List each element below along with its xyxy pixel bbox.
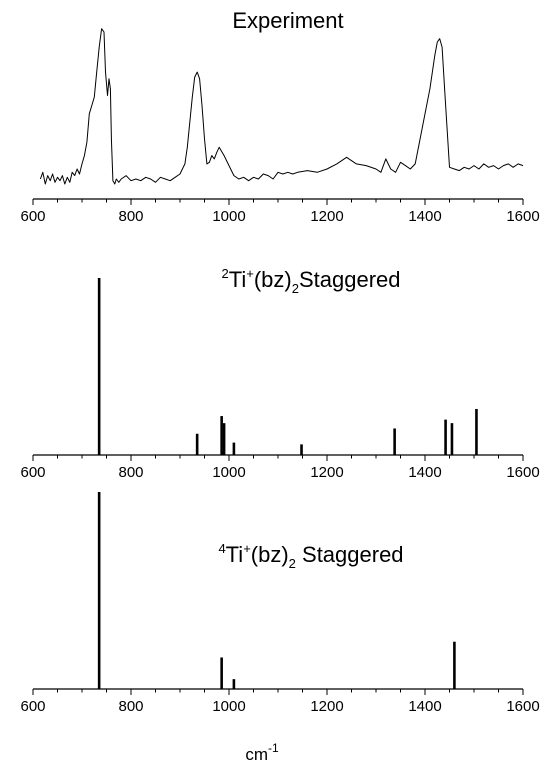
experiment-x-axis: 600 800 1000 1200 1400 1600 <box>20 198 540 225</box>
experiment-plot-area <box>39 28 524 185</box>
tick-label: 1200 <box>310 208 343 225</box>
tick-label: 800 <box>118 208 143 225</box>
experiment-title: Experiment <box>232 8 343 33</box>
x-axis-label: cm-1 <box>245 741 279 764</box>
quartet-plot-area <box>97 492 456 689</box>
doublet-title: 2Ti+(bz)2Staggered <box>222 266 401 296</box>
doublet-x-axis: 600 800 1000 1200 1400 1600 <box>20 454 540 481</box>
tick-label: 1200 <box>310 464 343 481</box>
tick-label: 1600 <box>506 464 539 481</box>
tick-label: 600 <box>20 464 45 481</box>
quartet-x-axis: 600 800 1000 1200 1400 1600 <box>20 688 540 715</box>
tick-label: 1600 <box>506 208 539 225</box>
tick-label: 1000 <box>212 698 245 715</box>
tick-label: 800 <box>118 698 143 715</box>
tick-label: 800 <box>118 464 143 481</box>
tick-label: 1000 <box>212 464 245 481</box>
doublet-panel: 2Ti+(bz)2Staggered 600 800 1000 1200 1400 160… <box>20 266 539 481</box>
tick-label: 1400 <box>408 464 441 481</box>
tick-label: 1400 <box>408 698 441 715</box>
tick-label: 1200 <box>310 698 343 715</box>
spectrum-line <box>39 28 524 185</box>
doublet-plot-area <box>97 278 478 455</box>
tick-label: 600 <box>20 208 45 225</box>
quartet-title: 4Ti+(bz)2 Staggered <box>218 541 403 571</box>
experiment-panel: Experiment 600 800 1000 1200 1400 1600 <box>20 8 539 225</box>
tick-label: 1000 <box>212 208 245 225</box>
tick-label: 1400 <box>408 208 441 225</box>
quartet-panel: 4Ti+(bz)2 Staggered 600 800 1000 1200 1400 16… <box>20 492 540 715</box>
tick-label: 1600 <box>506 698 539 715</box>
tick-label: 600 <box>20 698 45 715</box>
